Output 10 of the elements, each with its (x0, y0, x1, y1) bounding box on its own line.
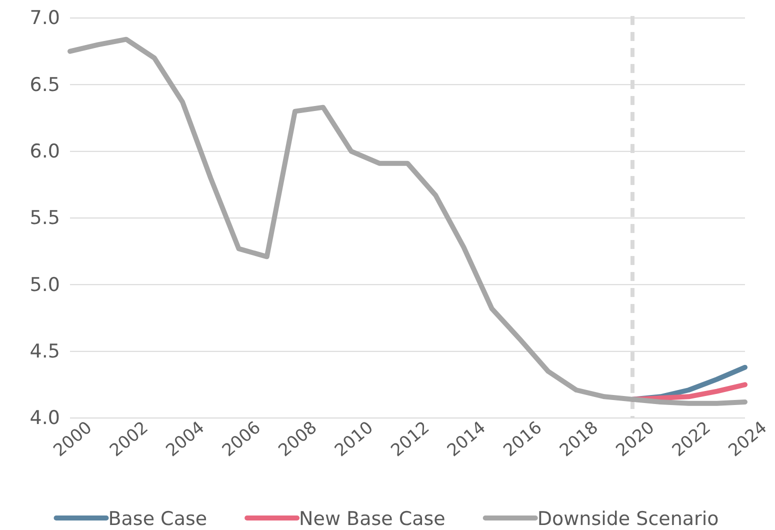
y-tick-label: 6.5 (30, 74, 60, 96)
legend-label: New Base Case (299, 508, 446, 530)
y-tick-label: 5.0 (30, 274, 60, 296)
legend-label: Base Case (108, 508, 208, 530)
y-tick-label: 4.5 (30, 340, 60, 362)
y-tick-label: 7.0 (30, 7, 60, 30)
y-tick-label: 4.0 (30, 407, 60, 430)
legend-label: Downside Scenario (537, 508, 719, 530)
y-tick-label: 5.5 (30, 207, 60, 230)
y-tick-label: 6.0 (30, 140, 60, 162)
